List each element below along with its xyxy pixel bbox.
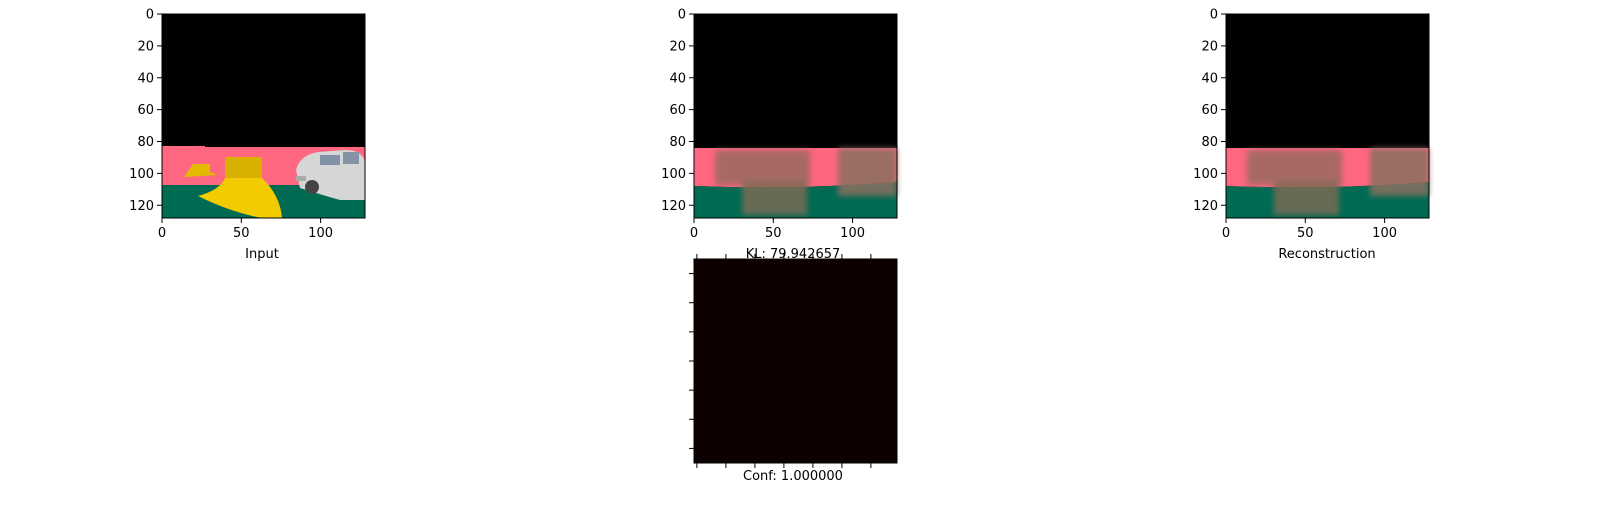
y-tick-label: 0 — [678, 8, 686, 23]
confidence-xlabel: Conf: 1.000000 — [743, 469, 843, 484]
y-tick-label: 0 — [146, 8, 154, 23]
x-tick-label: 100 — [308, 226, 333, 241]
y-tick-label: 80 — [669, 135, 686, 150]
y-tick-label: 60 — [137, 103, 154, 118]
y-tick-label: 120 — [1193, 199, 1218, 214]
x-tick-label: 50 — [233, 226, 250, 241]
y-tick-label: 40 — [669, 71, 686, 86]
panel-reconstruction: 0 50 100 0 20 40 60 80 100 120 Reconstruction — [1193, 8, 1430, 262]
reconstruction-image — [1226, 14, 1429, 218]
input-axes-frame — [161, 13, 366, 219]
y-tick-label: 20 — [1201, 39, 1218, 54]
y-tick-label: 40 — [137, 71, 154, 86]
y-tick-label: 20 — [669, 39, 686, 54]
y-tick-label: 80 — [1201, 135, 1218, 150]
y-tick-label: 20 — [137, 39, 154, 54]
y-tick-label: 80 — [137, 135, 154, 150]
y-tick-label: 100 — [129, 167, 154, 182]
y-tick-label: 120 — [661, 199, 686, 214]
reconstruction-xlabel: Reconstruction — [1278, 247, 1375, 262]
confidence-heatmap — [694, 259, 897, 463]
panel-confidence: Conf: 1.000000 — [689, 254, 898, 484]
kl-ticks: 0 50 100 0 20 40 60 80 100 120 — [661, 8, 865, 242]
kl-xlabel: KL: 79.942657 — [746, 247, 841, 262]
x-tick-label: 0 — [158, 226, 166, 241]
x-tick-label: 50 — [765, 226, 782, 241]
y-tick-label: 0 — [1210, 8, 1218, 23]
y-tick-label: 40 — [1201, 71, 1218, 86]
panel-input: 0 50 100 0 20 40 60 80 100 120 Input — [129, 8, 366, 262]
y-tick-label: 100 — [661, 167, 686, 182]
y-tick-label: 100 — [1193, 167, 1218, 182]
reconstruction-axes-frame — [1225, 13, 1430, 219]
kl-image — [694, 14, 897, 218]
x-tick-label: 0 — [690, 226, 698, 241]
x-tick-label: 50 — [1297, 226, 1314, 241]
y-tick-label: 120 — [129, 199, 154, 214]
kl-axes-frame — [693, 13, 898, 219]
y-tick-label: 60 — [1201, 103, 1218, 118]
input-image — [162, 14, 365, 218]
confidence-ticks — [689, 254, 872, 468]
x-tick-label: 100 — [1372, 226, 1397, 241]
x-tick-label: 0 — [1222, 226, 1230, 241]
x-tick-label: 100 — [840, 226, 865, 241]
reconstruction-ticks: 0 50 100 0 20 40 60 80 100 120 — [1193, 8, 1397, 242]
panel-kl: 0 50 100 0 20 40 60 80 100 120 KL: 79.942657 — [661, 8, 898, 262]
input-xlabel: Input — [245, 247, 279, 262]
y-tick-label: 60 — [669, 103, 686, 118]
input-ticks: 0 50 100 0 20 40 60 80 100 120 — [129, 8, 333, 242]
